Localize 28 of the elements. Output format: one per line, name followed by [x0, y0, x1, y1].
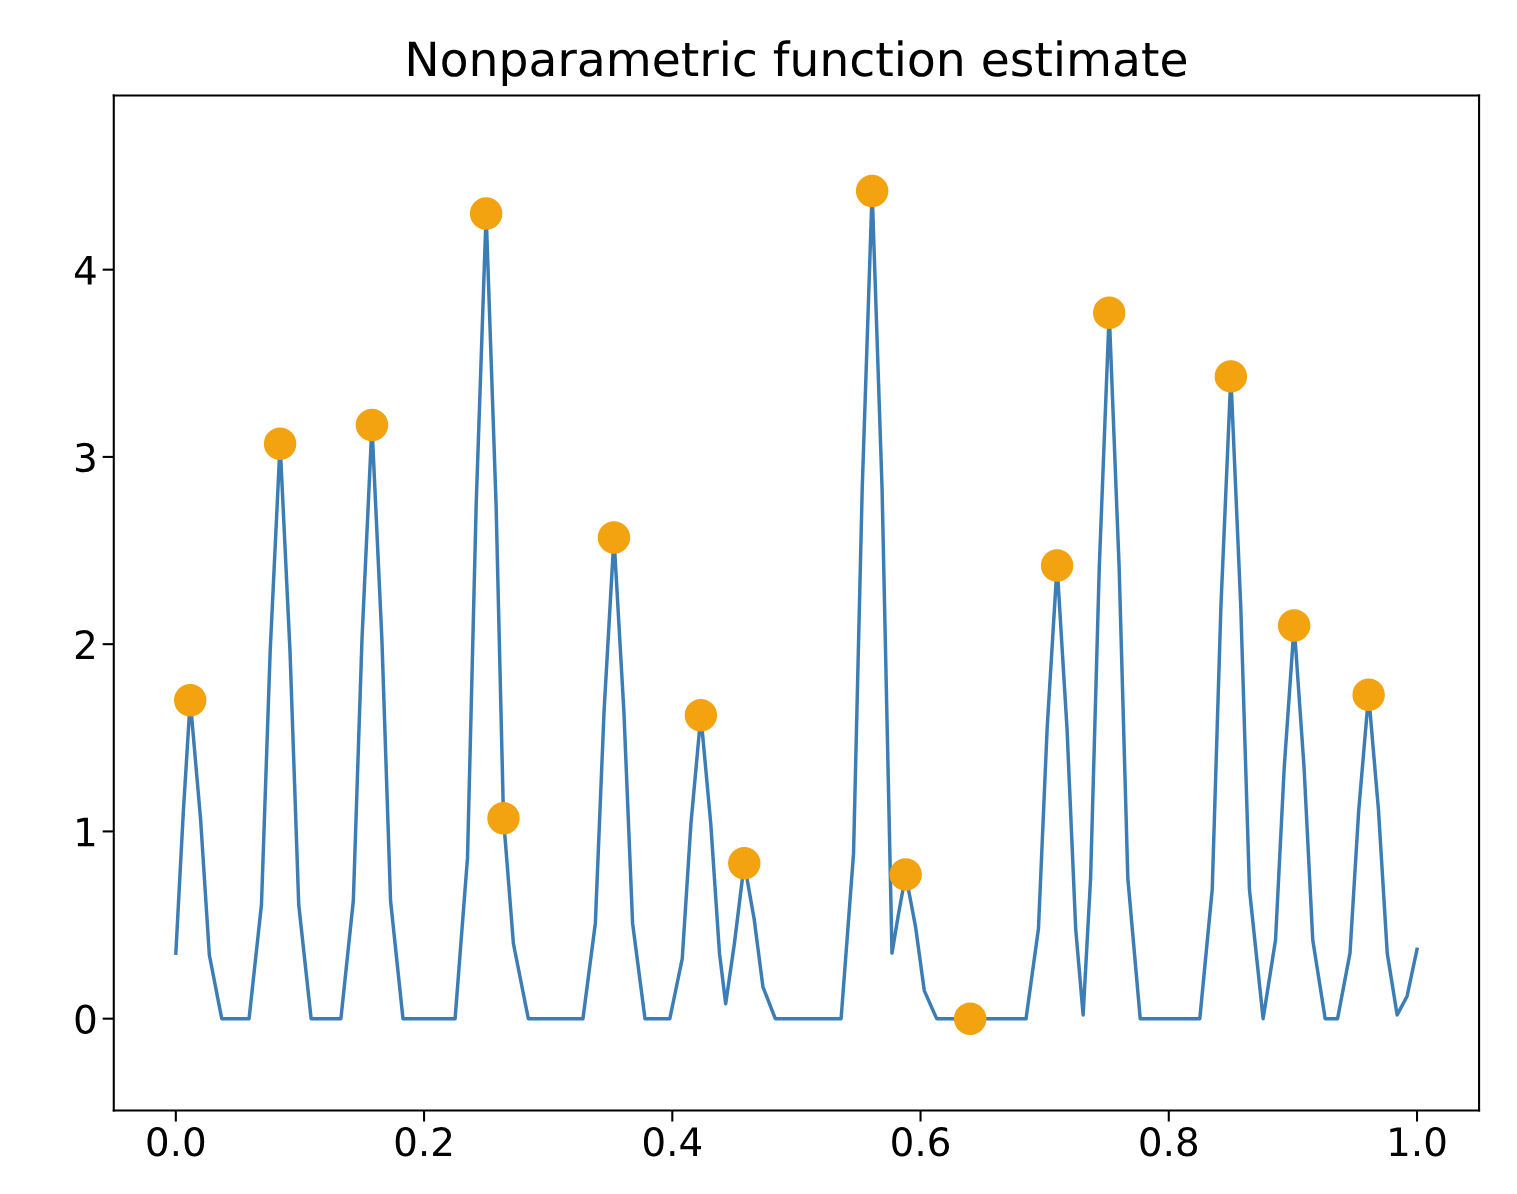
point	[1277, 609, 1311, 642]
point	[889, 858, 922, 891]
point	[597, 521, 631, 554]
point	[684, 699, 718, 732]
x-tick-label: 0.8	[1140, 1127, 1198, 1157]
x-tick-label: 0.4	[643, 1127, 702, 1157]
chart-title: Nonparametric function estimate	[408, 40, 1187, 86]
x-tick-label: 0.2	[395, 1127, 452, 1157]
point	[953, 1002, 987, 1035]
point	[1040, 549, 1074, 582]
point	[855, 174, 889, 208]
point	[1214, 360, 1248, 393]
y-tick-label: 0	[75, 1004, 96, 1034]
y-tick-label: 2	[75, 630, 94, 659]
point	[355, 408, 389, 442]
point	[263, 427, 297, 461]
y-tick-label: 3	[76, 442, 95, 473]
x-tick-label: 0.0	[147, 1127, 205, 1157]
y-tick-label: 4	[74, 256, 96, 285]
x-tick-label: 0.6	[892, 1127, 950, 1157]
x-tick-label: 1.0	[1390, 1127, 1446, 1157]
y-tick-label: 1	[77, 817, 95, 847]
point	[728, 847, 761, 880]
point	[1092, 296, 1126, 329]
point	[469, 197, 503, 230]
point	[1352, 678, 1385, 711]
point	[487, 802, 520, 835]
point	[174, 684, 207, 717]
